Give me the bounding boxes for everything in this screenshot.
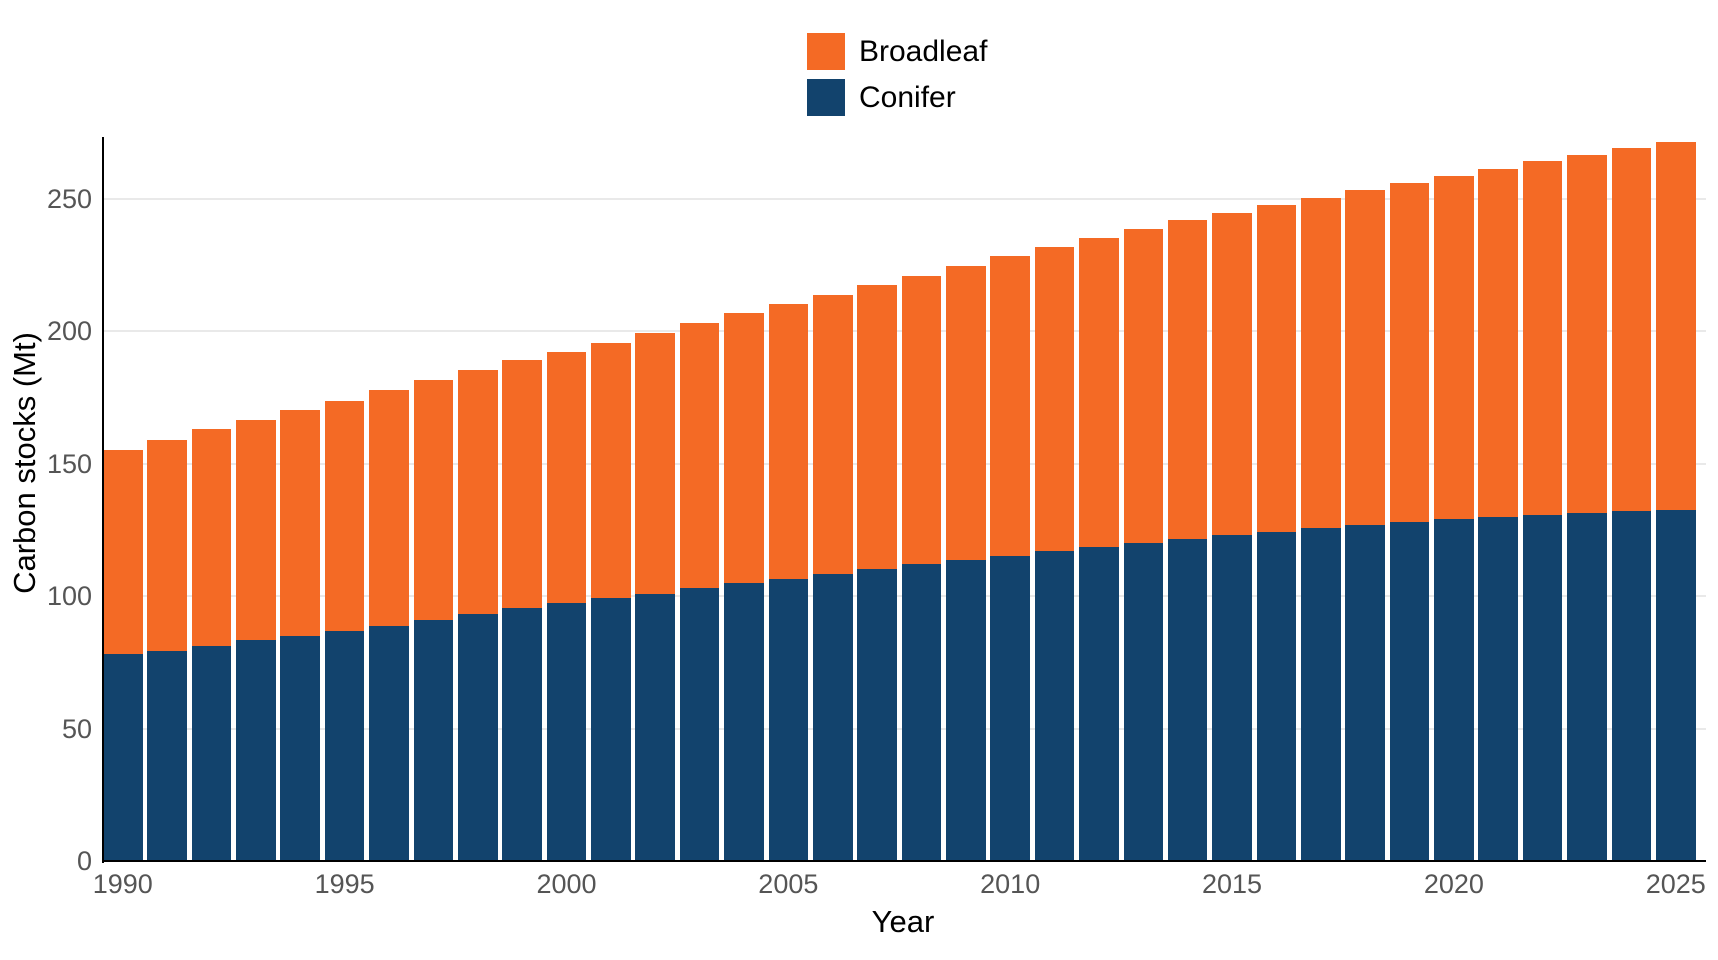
bar-segment-conifer-2002 bbox=[635, 593, 676, 861]
bar-segment-broadleaf-2018 bbox=[1345, 190, 1385, 526]
bar-segment-broadleaf-1994 bbox=[280, 410, 321, 636]
x-tick-label-2010: 2010 bbox=[980, 869, 1041, 899]
bar-segment-conifer-2003 bbox=[679, 588, 720, 861]
bar-segment-broadleaf-2022 bbox=[1522, 161, 1563, 515]
gridline-250 bbox=[102, 198, 1706, 200]
bar-segment-broadleaf-2020 bbox=[1434, 175, 1474, 520]
bar-segment-broadleaf-2016 bbox=[1256, 204, 1297, 532]
bar-segment-broadleaf-2011 bbox=[1034, 247, 1075, 552]
bar-segment-broadleaf-1999 bbox=[502, 360, 542, 609]
bar-segment-broadleaf-2012 bbox=[1079, 238, 1119, 547]
bar-segment-broadleaf-2014 bbox=[1167, 220, 1208, 539]
bar-segment-broadleaf-2013 bbox=[1123, 229, 1164, 543]
bar-segment-broadleaf-1992 bbox=[191, 429, 232, 646]
bar-segment-conifer-2019 bbox=[1389, 522, 1430, 861]
bar-segment-broadleaf-2009 bbox=[946, 265, 986, 560]
bar-segment-conifer-1990 bbox=[103, 654, 143, 861]
legend-item-broadleaf: Broadleaf bbox=[807, 33, 987, 70]
bar-segment-conifer-2004 bbox=[724, 583, 764, 861]
bar-segment-conifer-2014 bbox=[1167, 539, 1208, 861]
bar-segment-broadleaf-1991 bbox=[147, 439, 187, 651]
y-axis-title: Carbon stocks (Mt) bbox=[7, 332, 42, 594]
bar-segment-conifer-2017 bbox=[1300, 528, 1341, 861]
y-tick-label-50: 50 bbox=[61, 713, 92, 744]
bar-segment-conifer-2009 bbox=[946, 559, 986, 861]
bar-segment-conifer-2007 bbox=[857, 568, 897, 861]
bar-segment-broadleaf-2007 bbox=[857, 285, 897, 569]
x-tick-label-2005: 2005 bbox=[758, 869, 819, 899]
bar-segment-conifer-2000 bbox=[546, 603, 587, 861]
bar-segment-broadleaf-1998 bbox=[457, 369, 498, 615]
bar-segment-broadleaf-1990 bbox=[103, 449, 143, 655]
bar-segment-conifer-1998 bbox=[457, 614, 498, 861]
x-tick-label-2020: 2020 bbox=[1423, 869, 1484, 899]
bar-segment-conifer-2020 bbox=[1434, 519, 1474, 861]
x-tick-label-2000: 2000 bbox=[536, 869, 597, 899]
bar-segment-broadleaf-2000 bbox=[546, 351, 587, 604]
legend-swatch-conifer-icon bbox=[807, 79, 845, 116]
bar-segment-conifer-2008 bbox=[901, 564, 942, 861]
bar-segment-broadleaf-2005 bbox=[768, 303, 809, 579]
bar-segment-conifer-2016 bbox=[1256, 531, 1297, 861]
bar-segment-conifer-1997 bbox=[413, 620, 454, 861]
bar-segment-conifer-2015 bbox=[1212, 535, 1252, 861]
bar-segment-broadleaf-1993 bbox=[236, 419, 276, 641]
bar-segment-broadleaf-2021 bbox=[1478, 168, 1519, 517]
bar-segment-broadleaf-2025 bbox=[1655, 142, 1696, 510]
bar-segment-conifer-2001 bbox=[591, 598, 631, 861]
x-axis-line bbox=[101, 859, 1706, 862]
bar-segment-conifer-1999 bbox=[502, 608, 542, 861]
legend-swatch-broadleaf-icon bbox=[807, 33, 845, 70]
legend-label-conifer: Conifer bbox=[859, 81, 956, 114]
y-tick-label-150: 150 bbox=[46, 448, 92, 479]
y-tick-label-100: 100 bbox=[46, 581, 92, 612]
bar-segment-conifer-2011 bbox=[1034, 551, 1075, 861]
x-tick-label-2015: 2015 bbox=[1202, 869, 1263, 899]
bar-segment-conifer-2012 bbox=[1079, 546, 1119, 861]
bar-segment-broadleaf-1995 bbox=[324, 400, 365, 632]
bar-segment-broadleaf-2004 bbox=[724, 313, 764, 584]
y-axis-line bbox=[101, 137, 104, 863]
x-axis-title: Year bbox=[871, 904, 935, 939]
bar-segment-conifer-2013 bbox=[1123, 542, 1164, 861]
legend: Broadleaf Conifer bbox=[807, 33, 987, 125]
bar-segment-broadleaf-2017 bbox=[1300, 197, 1341, 529]
bar-segment-broadleaf-2008 bbox=[901, 275, 942, 565]
bar-segment-conifer-1992 bbox=[191, 645, 232, 861]
bar-segment-broadleaf-2010 bbox=[990, 256, 1030, 556]
bar-segment-conifer-2022 bbox=[1522, 514, 1563, 861]
bar-segment-conifer-2010 bbox=[990, 555, 1030, 861]
bar-segment-conifer-2018 bbox=[1345, 525, 1385, 861]
bar-segment-broadleaf-1996 bbox=[369, 389, 409, 626]
bar-segment-broadleaf-2006 bbox=[812, 294, 853, 574]
legend-label-broadleaf: Broadleaf bbox=[859, 35, 988, 68]
bar-segment-broadleaf-2019 bbox=[1389, 182, 1430, 523]
bar-segment-conifer-2005 bbox=[768, 578, 809, 861]
x-tick-label-1990: 1990 bbox=[92, 869, 153, 899]
y-tick-label-0: 0 bbox=[76, 846, 92, 876]
bar-segment-broadleaf-2002 bbox=[635, 332, 676, 594]
bar-segment-broadleaf-2015 bbox=[1212, 212, 1252, 536]
bar-segment-conifer-1991 bbox=[147, 650, 187, 861]
bar-segment-conifer-2025 bbox=[1655, 509, 1696, 861]
bar-segment-broadleaf-2024 bbox=[1611, 148, 1652, 512]
bar-segment-conifer-2021 bbox=[1478, 516, 1519, 861]
bar-segment-broadleaf-2003 bbox=[679, 322, 720, 589]
bar-segment-conifer-1996 bbox=[369, 625, 409, 861]
bar-segment-conifer-1995 bbox=[324, 631, 365, 861]
y-tick-label-250: 250 bbox=[46, 184, 92, 214]
bar-segment-conifer-2006 bbox=[812, 573, 853, 861]
legend-item-conifer: Conifer bbox=[807, 79, 987, 116]
bar-segment-broadleaf-2001 bbox=[591, 342, 631, 599]
bar-segment-broadleaf-2023 bbox=[1567, 154, 1607, 513]
y-tick-label-200: 200 bbox=[46, 316, 92, 347]
bar-segment-conifer-2024 bbox=[1611, 511, 1652, 861]
bar-segment-broadleaf-1997 bbox=[413, 379, 454, 621]
x-tick-label-1995: 1995 bbox=[314, 869, 375, 899]
bar-segment-conifer-2023 bbox=[1567, 512, 1607, 861]
x-tick-label-2025: 2025 bbox=[1645, 869, 1706, 899]
bar-segment-conifer-1994 bbox=[280, 635, 321, 861]
bar-segment-conifer-1993 bbox=[236, 640, 276, 861]
